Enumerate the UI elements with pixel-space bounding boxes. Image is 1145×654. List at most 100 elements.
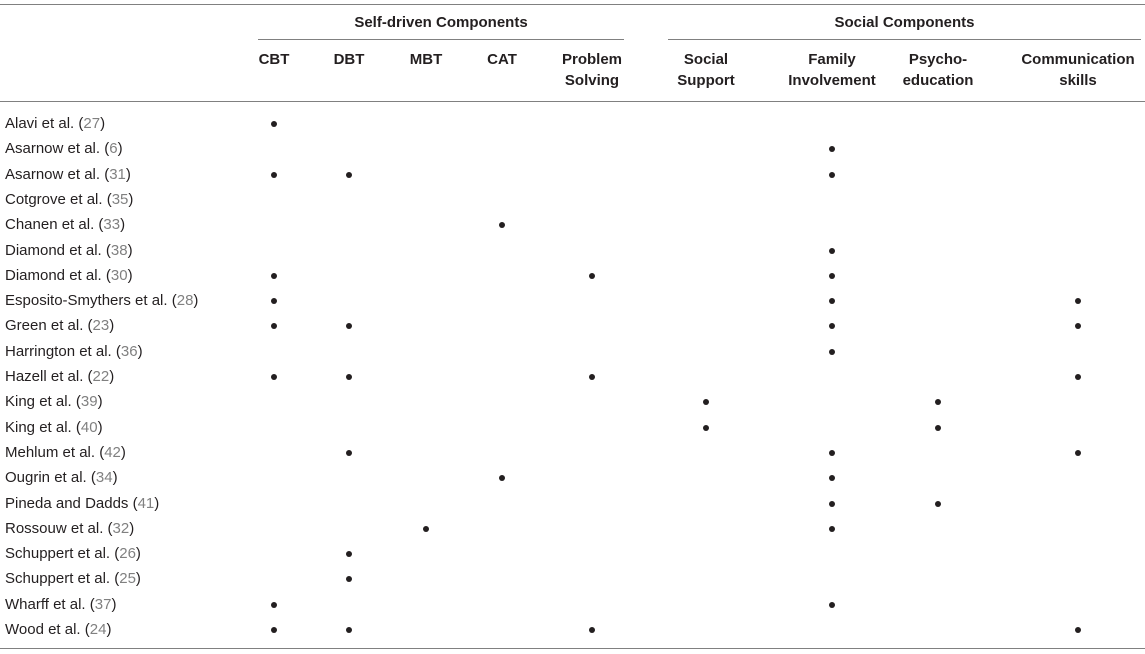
author-name: Rossouw et al. ( [5,519,113,537]
column-header-line: Problem [561,51,622,68]
bullet-mark [1075,298,1081,305]
reference-number: 39 [80,393,98,411]
table-row: Diamond et al. (30) [5,267,133,285]
reference-number: 27 [83,115,101,132]
author-name: Schuppert et al. ( [5,570,120,588]
column-header-line: MBT [409,51,443,68]
reference-close: ) [120,216,126,234]
table-row: Asarnow et al. (6) [5,140,123,158]
bullet-mark [346,627,352,633]
reference-close: ) [97,393,103,411]
bullet-mark [423,525,429,532]
column-header: CAT [432,49,572,70]
bullet-mark [346,374,352,380]
reference-close: ) [135,570,141,588]
author-name: Ougrin et al. ( [5,469,96,487]
column-header-line: CAT [487,51,517,68]
reference-number: 28 [176,292,194,310]
reference-close: ) [135,545,141,563]
author-name: Asarnow et al. ( [5,140,110,158]
column-header-line: DBT [333,51,365,68]
bullet-mark [271,627,277,633]
bullet-mark [1075,374,1081,380]
column-header-line: Family [808,51,856,68]
author-name: King et al. ( [5,393,81,411]
author-name: Wood et al. ( [5,621,90,638]
bullet-mark [1075,627,1081,633]
column-header: DBT [279,49,419,70]
reference-close: ) [109,317,115,335]
reference-close: ) [117,140,123,158]
table-row: Esposito-Smythers et al. (28) [5,292,198,310]
column-header-line: Communication [1021,51,1135,68]
table-row: Chanen et al. (33) [5,216,125,234]
header-bottom-rule [0,101,1145,102]
author-name: Alavi et al. ( [5,115,84,132]
table-row: Cotgrove et al. (35) [5,191,133,209]
bullet-mark [829,525,835,532]
column-header-line: Psycho- [908,51,968,68]
reference-close: ) [112,469,118,487]
table-row: Wood et al. (24) [5,621,111,639]
column-header: Psycho-education [868,49,1008,91]
table-bottom-rule [0,648,1145,649]
reference-close: ) [97,418,103,436]
table-top-rule [0,4,1145,5]
reference-number: 42 [104,443,121,461]
bullet-mark [1075,323,1081,330]
author-name: Hazell et al. ( [5,368,93,385]
bullet-mark [829,449,835,456]
author-name: Harrington et al. ( [5,342,121,360]
column-header-line: Involvement [788,72,876,89]
bullet-mark [829,272,835,279]
reference-number: 22 [92,368,110,385]
table-row: Hazell et al. (22) [5,368,114,386]
reference-number: 23 [92,317,110,335]
group-rule [258,39,624,40]
reference-close: ) [125,165,131,183]
reference-number: 26 [119,545,136,563]
group-header: Self-driven Components [354,14,528,31]
bullet-mark [589,272,595,279]
bullet-mark [829,146,835,153]
author-name: Pineda and Dadds ( [5,494,138,512]
reference-number: 32 [112,519,130,537]
reference-number: 40 [80,418,98,436]
author-name: King et al. ( [5,418,81,436]
author-name: Diamond et al. ( [5,266,111,284]
column-header-line: CBT [258,51,290,68]
reference-close: ) [109,368,115,385]
bullet-mark [1075,449,1081,456]
bullet-mark [346,449,352,456]
column-header-line: education [902,72,974,89]
reference-close: ) [137,342,143,360]
bullet-mark [346,323,352,330]
author-name: Wharff et al. ( [5,595,95,613]
bullet-mark [829,500,835,507]
column-header: Problem Solving [522,49,662,91]
column-header: CBT [204,49,344,70]
table-row: Rossouw et al. (32) [5,520,134,538]
table-row: Green et al. (23) [5,317,114,335]
table-row: Alavi et al. (27) [5,115,105,133]
column-header-line: Social [683,51,729,68]
author-name: Cotgrove et al. ( [5,190,112,208]
bullet-mark [935,399,941,406]
reference-number: 35 [111,190,129,208]
bullet-mark [271,272,277,279]
table-row: Harrington et al. (36) [5,343,143,361]
table-row: Asarnow et al. (31) [5,166,131,184]
author-name: Diamond et al. ( [5,241,111,259]
bullet-mark [829,247,835,254]
bullet-mark [703,424,709,431]
author-name: Chanen et al. ( [5,216,104,234]
reference-close: ) [193,292,199,310]
table-row: Pineda and Dadds (41) [5,495,159,513]
reference-close: ) [111,595,117,613]
bullet-mark [829,171,835,178]
bullet-mark [346,576,352,583]
table-row: King et al. (40) [5,419,103,437]
bullet-mark [589,374,595,380]
bullet-mark [271,121,277,127]
bullet-mark [589,627,595,633]
